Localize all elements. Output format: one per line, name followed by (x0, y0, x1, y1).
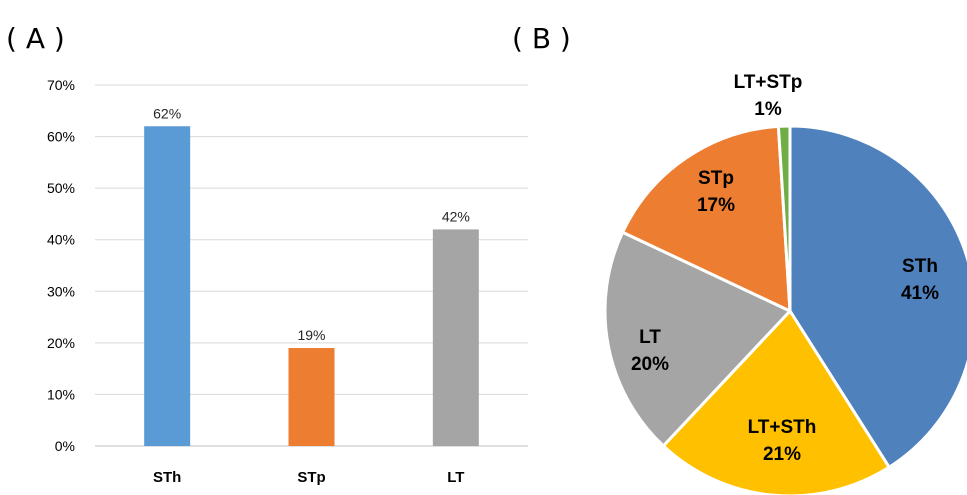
y-tick-label: 0% (55, 438, 75, 454)
y-tick-label: 10% (47, 386, 75, 402)
bar-value-label: 19% (297, 327, 325, 343)
y-tick-label: 40% (47, 232, 75, 248)
bar-stp (288, 348, 335, 446)
slice-percent-label: 17% (697, 195, 735, 216)
pie-slice-sth (788, 124, 967, 469)
panel-b-label: ( B ) (512, 22, 571, 55)
y-tick-label: 50% (47, 180, 75, 196)
y-tick-label: 70% (47, 77, 75, 93)
slice-name-label: LT+STp (734, 72, 803, 93)
x-category-label: STp (297, 469, 325, 486)
panel-a-label: ( A ) (6, 22, 65, 55)
slice-name-label: LT+STh (748, 417, 817, 438)
pie-slice-lt-sth (661, 309, 891, 495)
bar-sth (144, 126, 191, 446)
bar-value-label: 42% (442, 208, 470, 224)
slice-percent-label: 21% (763, 444, 801, 465)
bar-lt (432, 229, 479, 446)
slice-name-label: STp (698, 168, 734, 189)
pie-slice-lt (603, 230, 792, 448)
slice-percent-label: 41% (901, 283, 939, 304)
bar-value-label: 62% (153, 105, 181, 121)
y-tick-label: 20% (47, 335, 75, 351)
bar-chart: 0% 10% 20% 30% 40% 50% 60% 70% 62% STh 19% STp 42% LT (47, 77, 528, 486)
pie-slice-lt-stp (776, 124, 792, 313)
x-category-label: STh (153, 469, 181, 486)
y-tick-label: 60% (47, 129, 75, 145)
slice-name-label: STh (902, 256, 938, 277)
slice-percent-label: 20% (631, 354, 669, 375)
x-category-label: LT (447, 469, 464, 486)
pie-chart: STh 41% LT+STh 21% LT 20% STp 17% LT+STp 1% (603, 72, 967, 495)
slice-percent-label: 1% (754, 99, 782, 120)
slice-name-label: LT (639, 327, 661, 348)
pie-slice-stp (621, 124, 792, 313)
y-tick-label: 30% (47, 283, 75, 299)
